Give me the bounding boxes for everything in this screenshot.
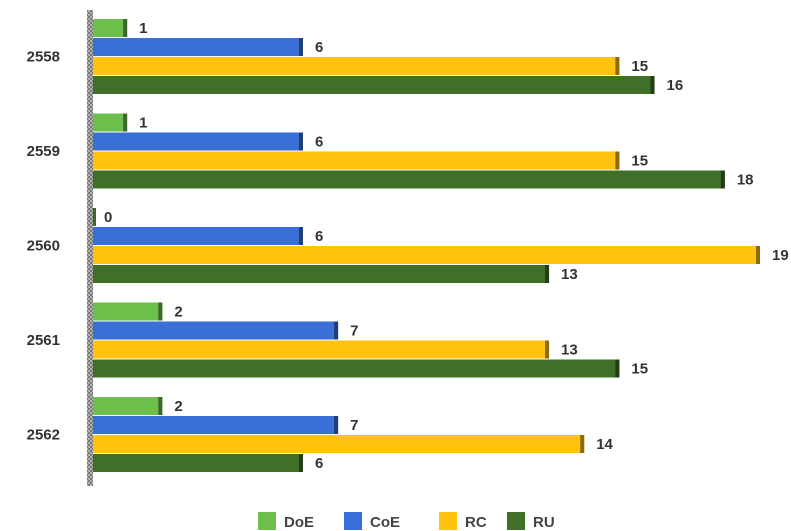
value-label: 13 (561, 266, 578, 283)
bar-end-cap (334, 321, 339, 340)
legend: DoE CoE RC RU (258, 512, 555, 531)
bar-ru (92, 454, 303, 472)
bar-end-cap (545, 340, 550, 359)
bar-rc (92, 57, 620, 75)
bar-end-cap (580, 435, 585, 453)
value-label: 18 (737, 172, 754, 189)
category-label: 2558 (27, 49, 60, 66)
bar-doe (92, 19, 128, 37)
bar-doe (92, 397, 163, 415)
value-label: 2 (174, 304, 182, 321)
bar-ru (92, 76, 655, 94)
legend-swatch-coe (344, 512, 362, 530)
bar-end-cap (298, 38, 303, 56)
legend-label-doe: DoE (284, 514, 314, 531)
bar-coe (92, 416, 339, 434)
bar-end-cap (158, 302, 163, 321)
bar-end-cap (298, 227, 303, 245)
bar-end-cap (545, 265, 550, 283)
value-label: 6 (315, 134, 323, 151)
value-label: 13 (561, 342, 578, 359)
bar-end-cap (615, 151, 620, 170)
value-label: 15 (631, 153, 648, 170)
bar-rc (92, 340, 550, 359)
category-label: 2562 (27, 427, 60, 444)
bar-end-cap (123, 113, 128, 132)
bar-end-cap (298, 132, 303, 151)
category-label: 2561 (27, 332, 60, 349)
category-label: 2560 (27, 238, 60, 255)
legend-swatch-ru (507, 512, 525, 530)
value-label: 1 (139, 20, 147, 37)
value-label: 2 (174, 398, 182, 415)
bar-end-cap (756, 246, 760, 264)
legend-swatch-rc (439, 512, 457, 530)
bar-end-cap (92, 208, 96, 226)
value-label: 6 (315, 455, 323, 472)
bar-rc (92, 435, 585, 453)
bar-end-cap (615, 359, 620, 378)
bar-end-cap (298, 454, 303, 472)
value-label: 6 (315, 228, 323, 245)
legend-label-coe: CoE (370, 514, 400, 531)
value-label: 1 (139, 115, 147, 132)
category-label: 2559 (27, 143, 60, 160)
value-label: 7 (350, 417, 358, 434)
legend-label-rc: RC (465, 514, 487, 531)
value-label: 19 (772, 247, 789, 264)
bar-coe (92, 132, 303, 151)
category-axis: 2558 2559 2560 2561 2562 (27, 10, 93, 486)
legend-label-ru: RU (533, 514, 555, 531)
bar-doe (92, 302, 163, 321)
bar-doe (92, 113, 128, 132)
bar-ru (92, 359, 620, 378)
bar-end-cap (650, 76, 655, 94)
bar-rc (92, 151, 620, 170)
bar-end-cap (720, 170, 725, 189)
value-label: 16 (667, 77, 684, 94)
value-label: 14 (596, 436, 613, 453)
axis-line (87, 10, 93, 486)
value-label: 6 (315, 39, 323, 56)
value-label: 15 (631, 361, 648, 378)
bar-end-cap (334, 416, 339, 434)
value-label: 0 (104, 209, 112, 226)
legend-swatch-doe (258, 512, 276, 530)
value-label: 15 (631, 58, 648, 75)
bar-coe (92, 227, 303, 245)
bar-ru (92, 170, 725, 189)
bar-coe (92, 38, 303, 56)
bar-rc (92, 246, 760, 264)
bar-ru (92, 265, 550, 283)
value-label: 7 (350, 323, 358, 340)
bar-end-cap (615, 57, 620, 75)
bar-coe (92, 321, 339, 340)
bar-end-cap (158, 397, 163, 415)
bar-end-cap (123, 19, 128, 37)
